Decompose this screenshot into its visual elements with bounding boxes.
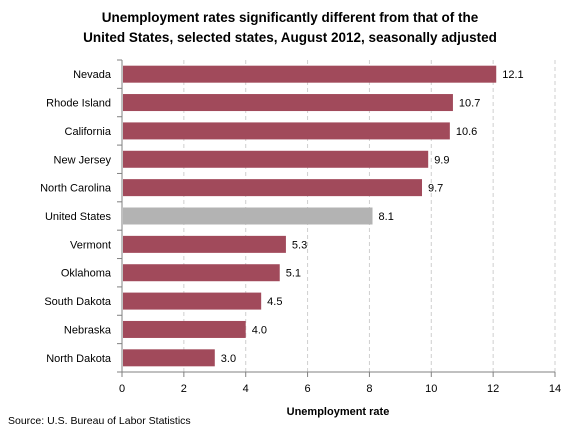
bar [123,349,215,367]
category-label: Nevada [73,69,112,81]
chart-title-line-2: United States, selected states, August 2… [83,30,497,45]
category-label: United States [45,211,112,223]
bar [123,94,453,112]
source-note: Source: U.S. Bureau of Labor Statistics [8,415,191,427]
value-label: 10.6 [456,126,477,138]
x-tick-label: 14 [549,383,561,395]
value-label: 5.1 [286,268,301,280]
x-tick-label: 8 [366,383,372,395]
chart-title-line-1: Unemployment rates significantly differe… [102,10,479,25]
value-label: 3.0 [221,353,236,365]
category-label: California [65,126,112,138]
category-label: North Dakota [46,353,112,365]
bar [123,122,450,140]
bar [123,235,286,253]
category-label: Nebraska [64,324,112,336]
x-tick-label: 6 [305,383,311,395]
bar [123,320,246,338]
bar [123,65,497,83]
value-label: 12.1 [502,69,523,81]
category-label: New Jersey [54,154,112,166]
bar [123,150,429,168]
value-label: 9.9 [434,154,449,166]
category-label: South Dakota [44,296,112,308]
category-label: Vermont [70,239,111,251]
category-labels: Nevada Rhode Island California New Jersey No… [40,69,112,365]
category-label: North Carolina [40,183,112,195]
value-label: 10.7 [459,98,480,110]
x-tick-label: 10 [425,383,437,395]
bar [123,292,262,310]
x-tick-label: 2 [181,383,187,395]
x-ticks: 0 2 4 6 8 10 12 14 [119,372,561,395]
axes [117,59,555,373]
value-labels: 12.1 10.7 10.6 9.9 9.7 8.1 5.3 5.1 4.5 4.0 3.0 [221,69,524,365]
x-tick-label: 4 [243,383,249,395]
bar [123,207,373,225]
x-tick-label: 12 [487,383,499,395]
x-tick-label: 0 [119,383,125,395]
value-label: 5.3 [292,239,307,251]
value-label: 8.1 [379,211,394,223]
value-label: 4.0 [252,324,267,336]
value-label: 4.5 [267,296,282,308]
category-label: Rhode Island [46,98,111,110]
value-label: 9.7 [428,183,443,195]
bars [123,65,497,367]
x-axis-label: Unemployment rate [287,406,390,418]
category-label: Oklahoma [61,268,112,280]
bar [123,179,423,197]
bar [123,264,280,282]
